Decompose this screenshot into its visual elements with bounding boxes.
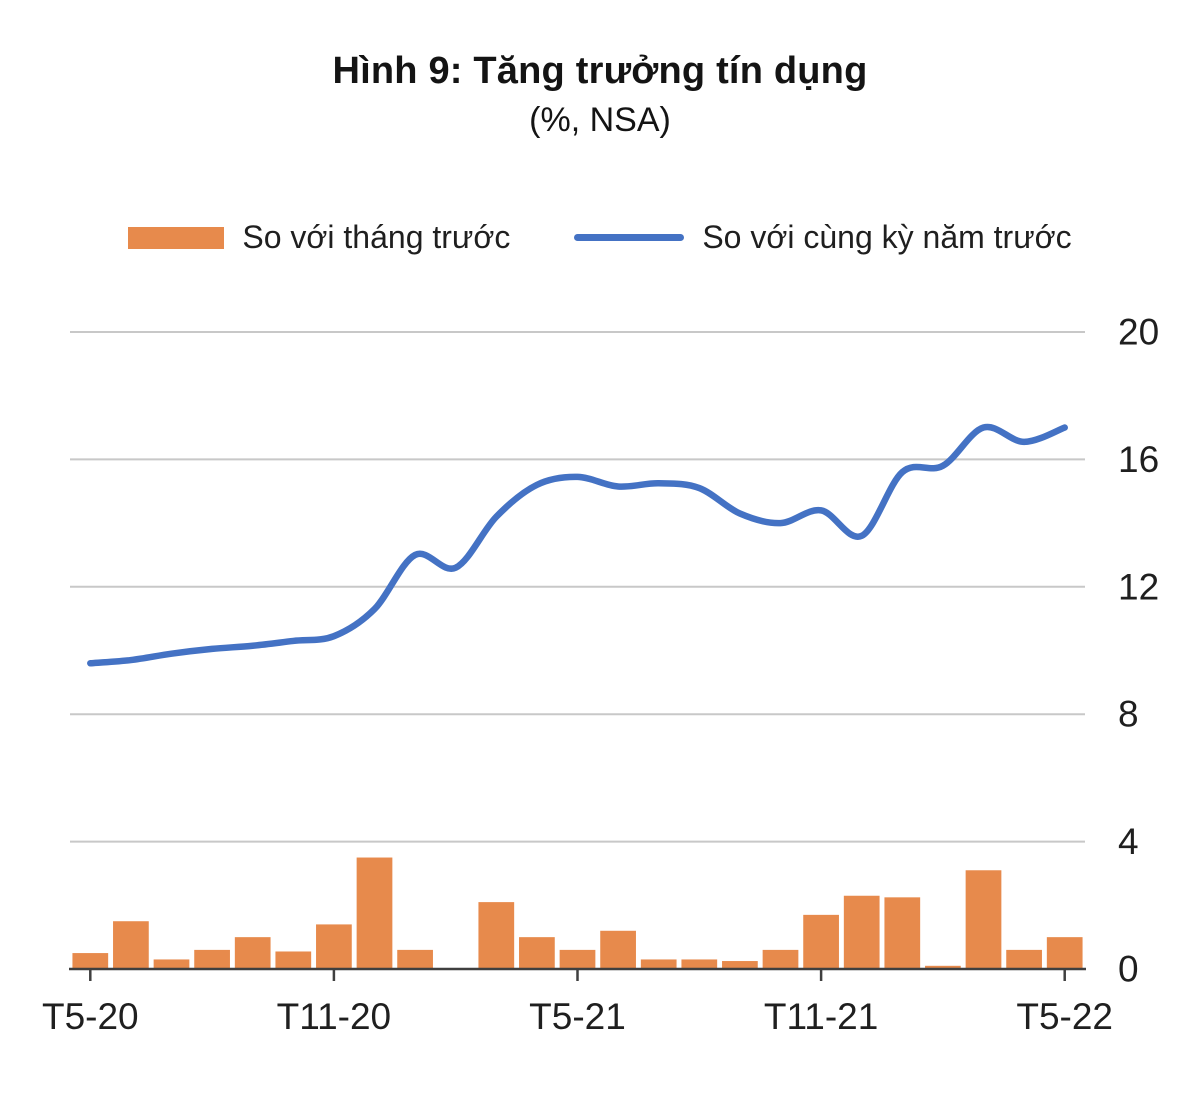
legend-label-month-over-month: So với tháng trước [242, 219, 511, 256]
line-series-swatch-icon [574, 234, 685, 242]
credit-growth-chart: 0 4 8 12 16 20 T5-20 T11-20 T5-21 T11-21 T5-22 [42, 312, 1159, 1038]
svg-text:4: 4 [1118, 821, 1139, 862]
bar-series-swatch-icon [128, 226, 225, 249]
legend-item-month-over-month: So với tháng trước [128, 219, 510, 256]
chart-legend: So với tháng trước So với cùng kỳ năm tr… [0, 219, 1200, 256]
svg-text:T11-21: T11-21 [764, 996, 879, 1037]
svg-text:8: 8 [1118, 694, 1139, 735]
svg-text:T5-20: T5-20 [42, 996, 139, 1037]
chart-subtitle: (%, NSA) [529, 100, 671, 139]
svg-text:T11-20: T11-20 [277, 996, 392, 1037]
svg-text:20: 20 [1118, 312, 1159, 353]
svg-text:0: 0 [1118, 949, 1139, 990]
legend-item-year-over-year: So với cùng kỳ năm trước [574, 219, 1072, 256]
legend-label-year-over-year: So với cùng kỳ năm trước [702, 219, 1072, 256]
svg-text:T5-21: T5-21 [529, 996, 626, 1037]
chart-title: Hình 9: Tăng trưởng tín dụng [332, 50, 868, 92]
svg-text:12: 12 [1118, 566, 1159, 607]
svg-text:T5-22: T5-22 [1016, 996, 1113, 1037]
chart-area: 0 4 8 12 16 20 T5-20 T11-20 T5-21 T11-21 T5-22 [0, 302, 1200, 1065]
svg-text:16: 16 [1118, 439, 1159, 480]
